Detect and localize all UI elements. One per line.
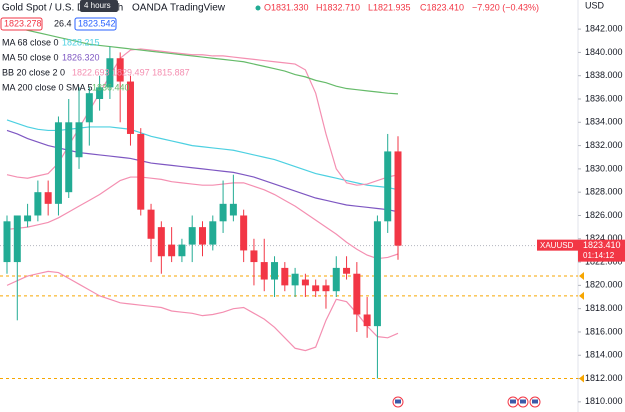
legend-value: 1826.320: [62, 52, 100, 62]
legend-value: 1836.440: [92, 82, 130, 92]
header-price: 1823.278: [4, 18, 42, 28]
tooltip: 4 hours: [84, 1, 111, 10]
indicator-line: [6, 25, 399, 95]
y-tick-label: 1838.000: [585, 70, 623, 80]
exchange: OANDA: [132, 3, 168, 14]
y-tick-label: 1834.000: [585, 117, 623, 127]
candle-body: [332, 267, 340, 292]
legend-name: MA 50 close 0: [2, 52, 59, 62]
y-tick-label: 1840.000: [585, 47, 623, 57]
indicator-line: [6, 176, 399, 260]
price-box: [578, 239, 625, 262]
band-lower: [6, 270, 399, 352]
candle-body: [157, 227, 165, 257]
candle-body: [168, 244, 176, 257]
candle-body: [312, 285, 320, 292]
brand: TradingView: [170, 3, 226, 14]
candle-body: [147, 209, 155, 239]
tooltip-bg: [80, 0, 118, 12]
candle-body: [373, 221, 381, 327]
candle-body: [44, 192, 52, 204]
candle-body: [65, 122, 73, 193]
y-tick-label: 1836.000: [585, 93, 623, 103]
ohlc-value: C1823.410: [420, 2, 464, 12]
candle-body: [137, 133, 145, 210]
symbol-label: XAUUSD: [540, 241, 574, 250]
candle-body: [188, 227, 196, 245]
price-box-outline: [0, 17, 43, 31]
candle-body: [322, 285, 330, 292]
price-box-outline: [74, 17, 117, 31]
ohlc-value: L1821.935: [368, 2, 411, 12]
candle-body: [209, 221, 217, 245]
candle-body: [106, 58, 114, 88]
y-tick-label: 1826.000: [585, 210, 623, 220]
last-price: 1823.410: [583, 240, 621, 250]
legend-name: MA 68 close 0: [2, 37, 59, 47]
candle-body: [96, 87, 104, 100]
currency-label: USD: [585, 0, 605, 10]
candle-body: [343, 267, 351, 274]
candle-body: [34, 192, 42, 216]
event-icon-flag: [520, 399, 526, 404]
ohlc-value: O1831.330: [264, 2, 309, 12]
candle-body: [85, 93, 93, 123]
candle-body: [250, 250, 258, 263]
candle-body: [394, 151, 402, 246]
candle-body: [13, 215, 21, 263]
candle-body: [260, 262, 268, 280]
candle-body: [219, 203, 227, 222]
candle-body: [363, 314, 371, 327]
candle-body: [199, 227, 206, 245]
event-icon-flag: [395, 399, 401, 404]
candle-body: [291, 273, 299, 286]
ohlc-value: H1832.710: [316, 2, 360, 12]
candle-body: [126, 81, 134, 134]
y-tick-label: 1812.000: [585, 373, 623, 383]
status-dot: [255, 5, 261, 11]
candle-body: [54, 122, 62, 204]
level-marker: [579, 272, 584, 281]
ohlc-value: −7.920 (−0.43%): [472, 2, 539, 12]
countdown: 01:14:12: [583, 251, 615, 260]
y-tick-label: 1828.000: [585, 187, 623, 197]
chart-title: Gold Spot / U.S. Dollar · 4h: [2, 3, 123, 14]
legend: Gold Spot / U.S. Dollar · 4h OANDA Trading…: [0, 0, 539, 92]
header-price: 1823.542: [78, 18, 116, 28]
candle-body: [240, 215, 248, 251]
plot: [0, 25, 578, 408]
candle-body: [178, 244, 186, 257]
y-tick-label: 1824.000: [585, 233, 623, 243]
legend-name: MA 200 close 0 SMA 5: [2, 82, 93, 92]
y-tick-label: 1832.000: [585, 140, 623, 150]
candle-body: [229, 203, 237, 216]
symbol-box: [537, 239, 578, 251]
y-tick-label: 1810.000: [585, 396, 623, 406]
level-marker: [579, 374, 584, 383]
candle-body: [116, 58, 124, 82]
y-tick-label: 1820.000: [585, 280, 623, 290]
legend-value: 1822.693 1829.497 1815.887: [72, 67, 190, 77]
y-tick-label: 1814.000: [585, 350, 623, 360]
candle-body: [353, 273, 361, 315]
candle-body: [271, 262, 279, 280]
header-price: 26.4: [54, 18, 72, 28]
y-tick-label: 1830.000: [585, 163, 623, 173]
event-icon-flag: [532, 399, 538, 404]
candle-body: [75, 122, 83, 158]
y-tick-label: 1818.000: [585, 303, 623, 313]
candle-body: [301, 279, 309, 286]
y-tick-label: 1816.000: [585, 326, 623, 336]
y-tick-label: 1842.000: [585, 23, 623, 33]
candle-body: [384, 151, 392, 222]
level-marker: [579, 291, 584, 300]
legend-value: 1828.215: [62, 37, 100, 47]
legend-name: BB 20 close 2 0: [2, 67, 65, 77]
candle-body: [3, 221, 11, 263]
candle-body: [281, 267, 289, 286]
candle-body: [24, 215, 32, 222]
event-icon-flag: [510, 399, 516, 404]
